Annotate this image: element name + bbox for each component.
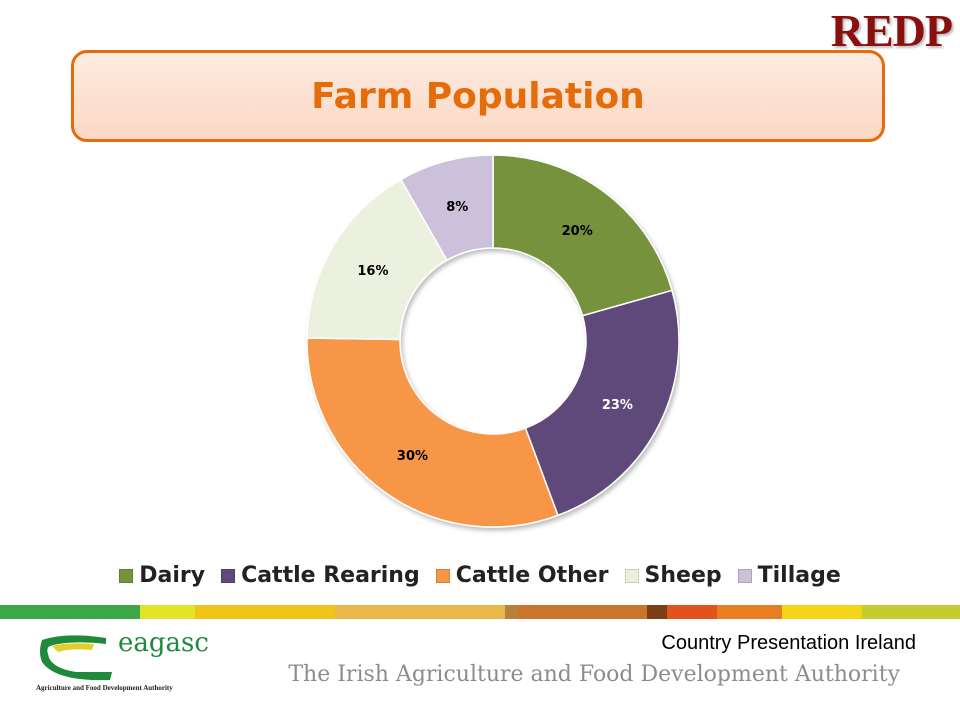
teagasc-logo: eagasc Agriculture and Food Development … — [36, 628, 216, 700]
data-label-cattle-other: 30% — [397, 449, 428, 464]
band-segment — [140, 605, 195, 619]
band-segment — [862, 605, 960, 619]
teagasc-logo-text: eagasc — [118, 628, 209, 658]
band-segment — [667, 605, 717, 619]
legend-swatch — [221, 568, 236, 583]
donut-slice-sheep — [306, 178, 448, 341]
band-segment — [505, 605, 517, 619]
legend-swatch — [737, 568, 752, 583]
legend-label: Cattle Rearing — [241, 563, 420, 588]
teagasc-logo-subtitle: Agriculture and Food Development Authori… — [36, 684, 173, 692]
band-segment — [647, 605, 667, 619]
donut-labels: 20% 23% 30% 16% 8% — [357, 200, 633, 464]
legend-item-cattle-other: Cattle Other — [435, 563, 609, 588]
chart-legend: Dairy Cattle Rearing Cattle Other Sheep Till… — [0, 563, 960, 588]
donut-chart: 20% 23% 30% 16% 8% — [306, 154, 680, 528]
legend-swatch — [435, 568, 450, 583]
legend-label: Cattle Other — [455, 563, 609, 588]
footer-color-band — [0, 605, 960, 619]
data-label-tillage: 8% — [446, 200, 468, 215]
data-label-sheep: 16% — [357, 264, 388, 279]
band-segment — [717, 605, 782, 619]
band-segment — [517, 605, 647, 619]
chart-title: Farm Population — [311, 75, 645, 117]
redp-logo: REDP — [830, 5, 953, 56]
legend-item-sheep: Sheep — [624, 563, 722, 588]
legend-item-tillage: Tillage — [737, 563, 841, 588]
country-presentation-label: Country Presentation Ireland — [661, 632, 916, 654]
donut-slice-cattle-rearing — [524, 289, 680, 517]
legend-label: Tillage — [757, 563, 841, 588]
teagasc-swoosh-icon — [40, 635, 112, 681]
title-box: Farm Population — [71, 50, 885, 142]
authority-label: The Irish Agriculture and Food Developme… — [288, 662, 900, 687]
donut-slice-tillage — [399, 154, 494, 262]
donut-slices — [306, 154, 680, 528]
band-segment — [195, 605, 335, 619]
legend-swatch — [119, 568, 134, 583]
legend-label: Sheep — [644, 563, 722, 588]
data-label-cattle-rearing: 23% — [602, 398, 633, 413]
legend-swatch — [624, 568, 639, 583]
legend-label: Dairy — [139, 563, 206, 588]
band-segment — [782, 605, 862, 619]
data-label-dairy: 20% — [562, 224, 593, 239]
donut-slice-cattle-other — [306, 337, 559, 528]
band-segment — [335, 605, 505, 619]
band-segment — [0, 605, 140, 619]
legend-item-dairy: Dairy — [119, 563, 205, 588]
donut-slice-dairy — [492, 154, 673, 317]
legend-item-cattle-rearing: Cattle Rearing — [221, 563, 420, 588]
